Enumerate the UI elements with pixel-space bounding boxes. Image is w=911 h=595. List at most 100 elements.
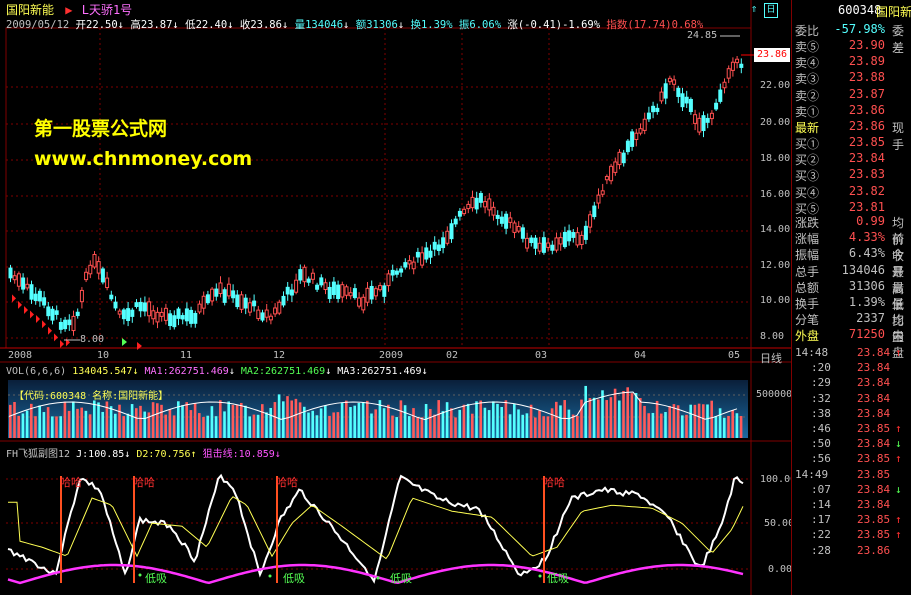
volume-bar [592,397,596,438]
candle-body [365,287,370,303]
stat-row: 总手 134046 最高 [795,262,905,296]
volume-bar [567,409,571,438]
candle-body [575,232,580,246]
tick-row: :38 23.84 [811,406,891,420]
volume-bar [114,413,117,438]
sell-signal-icon [18,300,22,309]
tick-row: :50 23.84 ↓ [811,437,902,451]
candle-body [378,285,383,291]
volume-bar [9,404,12,438]
volume-bar [72,401,75,438]
candle-body [579,234,584,245]
price-y-label: 8.00 [760,331,785,342]
indicator-name[interactable]: L天骄1号 [81,3,133,17]
volume-bar [395,417,398,438]
tick-row: 14:49 23.85 [795,467,891,481]
volume-bar [55,416,58,438]
candle-body [180,315,185,320]
candle-body [33,293,38,302]
volume-bar [546,416,550,438]
volume-bar [458,409,461,438]
buy-row: 买④ 23.82 [795,183,885,200]
candle-body [264,309,269,318]
triangle-right-icon[interactable]: ▶ [65,3,73,17]
candle-body [567,230,572,242]
volume-bar [542,416,545,438]
volume-bar [693,404,697,438]
candle-body [256,309,261,320]
volume-bar [424,404,428,438]
volume-bar [286,396,289,438]
candle-body [726,68,731,79]
volume-bar [462,404,466,438]
period-label[interactable]: 日线 [760,352,782,365]
volume-bar [517,409,520,438]
candle-body [533,237,538,249]
volume-bar [332,412,335,438]
volume-bar [697,403,701,438]
volume-bar [727,415,730,438]
scroll-up-button[interactable]: ⇑ [750,2,758,15]
candle-body [466,203,471,210]
volume-bar [46,407,50,438]
volume-bar [84,410,88,438]
candle-body [373,288,378,297]
code-info: 【代码:600348 名称:国阳新能】 [14,391,169,402]
watermark-title: 第一股票公式网 [34,118,168,140]
candle-body [29,284,34,300]
candle-body [394,270,399,275]
candle-body [235,294,240,308]
volume-bar [101,411,104,438]
candle-body [504,213,509,229]
candle-body [697,117,702,133]
volume-bar [202,417,205,438]
candle-body [415,251,420,258]
volume-bar [685,414,688,438]
candle-body [516,226,521,232]
volume-bar [156,403,159,438]
price-y-label: 22.00 [760,80,791,91]
window-toggle-button[interactable]: 日 [764,3,778,18]
volume-bar [51,416,54,438]
candle-body [592,205,597,218]
candle-body [722,81,727,89]
stock-name[interactable]: 国阳新能 [6,3,55,17]
sell-signal-icon [48,326,52,335]
volume-bar [193,403,197,438]
candle-body [134,302,139,307]
watermark-url: www.chnmoney.com [34,148,253,170]
volume-bar [25,410,29,438]
candle-body [659,91,664,102]
candle-body [558,237,563,245]
candle-body [625,140,630,153]
price-y-label: 12.00 [760,260,791,271]
candle-body [306,278,311,283]
volume-bar [135,408,138,438]
volume-bar [227,401,230,438]
volume-bar [702,404,705,438]
candle-body [247,302,252,313]
stat-row: 振幅 6.43% 今开 [795,246,905,280]
candle-body [432,241,437,250]
volume-bar [177,401,180,438]
volume-bar [609,397,613,438]
date-axis-label: 2009 [379,350,404,361]
candle-body [596,194,601,204]
volume-bar [559,405,562,438]
volume-bar [256,414,260,438]
candle-body [613,161,618,173]
volume-bar [723,417,726,438]
stat-row: 涨幅 4.33% 前收 [795,230,905,264]
volume-bar [282,401,285,438]
candle-body [79,289,84,303]
volume-bar [643,405,646,438]
volume-bar [248,416,251,438]
candle-body [411,261,416,270]
candle-body [436,244,441,251]
volume-bar [504,400,508,438]
volume-bar [319,408,323,438]
volume-bar [555,401,558,438]
date-axis-label: 05 [728,350,741,361]
volume-bar [626,387,629,438]
